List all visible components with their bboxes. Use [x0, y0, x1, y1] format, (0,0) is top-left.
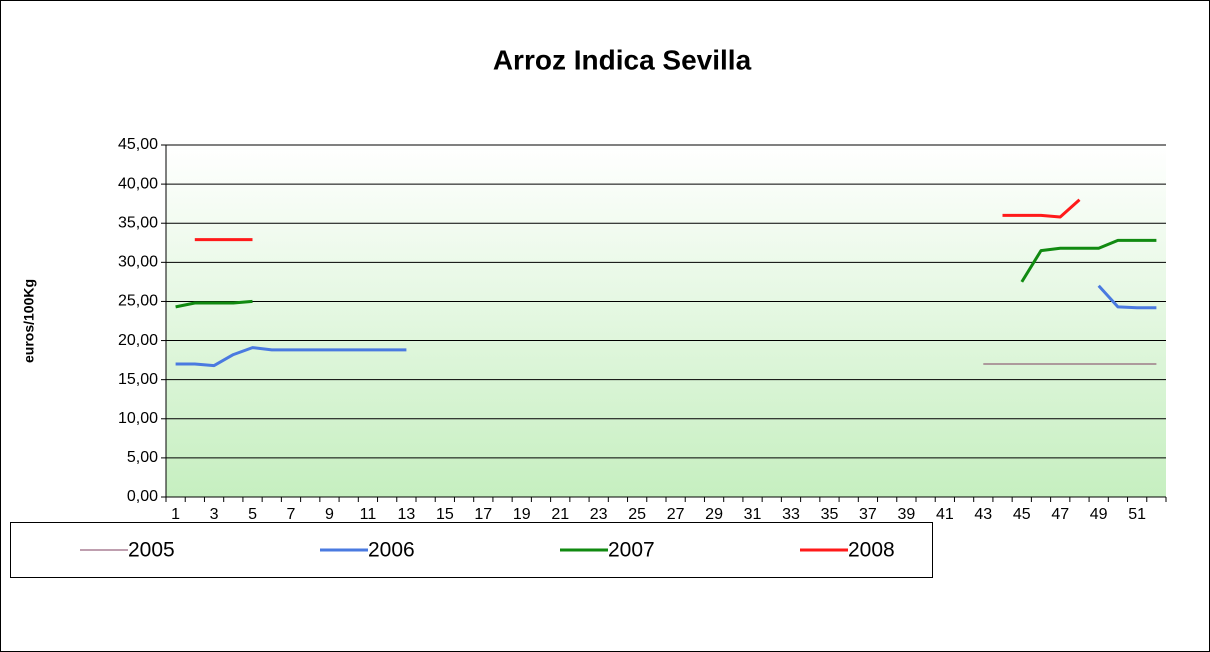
y-tick-label: 0,00: [127, 488, 158, 505]
x-tick-label: 13: [397, 506, 415, 523]
chart-title: Arroz Indica Sevilla: [493, 44, 752, 75]
x-tick-label: 29: [705, 506, 723, 523]
x-tick-label: 41: [936, 506, 954, 523]
y-tick-label: 5,00: [127, 449, 158, 466]
x-tick-label: 45: [1013, 506, 1031, 523]
legend: [10, 522, 933, 578]
x-tick-label: 21: [551, 506, 569, 523]
x-tick-label: 39: [897, 506, 915, 523]
x-tick-label: 15: [436, 506, 454, 523]
x-tick-label: 17: [474, 506, 492, 523]
y-axis-label: euros/100Kg: [21, 279, 37, 363]
legend-label: 2008: [848, 539, 895, 562]
legend-label: 2005: [128, 539, 175, 562]
x-tick-label: 1: [171, 506, 180, 523]
x-tick-label: 11: [360, 506, 377, 523]
x-tick-label: 35: [821, 506, 839, 523]
legend-label: 2006: [368, 539, 415, 562]
y-tick-label: 45,00: [118, 136, 158, 153]
y-tick-label: 25,00: [118, 293, 158, 310]
x-tick-label: 27: [667, 506, 685, 523]
x-tick-label: 7: [287, 506, 296, 523]
x-tick-label: 3: [210, 506, 219, 523]
x-tick-label: 37: [859, 506, 877, 523]
x-tick-label: 51: [1128, 506, 1146, 523]
x-tick-label: 33: [782, 506, 800, 523]
x-tick-label: 25: [628, 506, 646, 523]
y-tick-label: 35,00: [118, 214, 158, 231]
y-tick-label: 40,00: [118, 175, 158, 192]
x-tick-label: 19: [513, 506, 531, 523]
y-tick-label: 15,00: [118, 371, 158, 388]
y-tick-label: 20,00: [118, 332, 158, 349]
y-tick-label: 30,00: [118, 254, 158, 271]
series-line: [175, 238, 1157, 309]
x-tick-label: 9: [325, 506, 334, 523]
series-line: [175, 284, 1157, 368]
x-tick-label: 47: [1051, 506, 1069, 523]
legend-label: 2007: [608, 539, 655, 562]
x-tick-label: 43: [974, 506, 992, 523]
x-tick-label: 5: [248, 506, 257, 523]
x-tick-label: 23: [590, 506, 608, 523]
series-line: [194, 198, 1081, 242]
plot-area: [166, 145, 1166, 497]
x-tick-label: 31: [744, 506, 762, 523]
y-tick-label: 10,00: [118, 410, 158, 427]
x-tick-label: 49: [1090, 506, 1108, 523]
